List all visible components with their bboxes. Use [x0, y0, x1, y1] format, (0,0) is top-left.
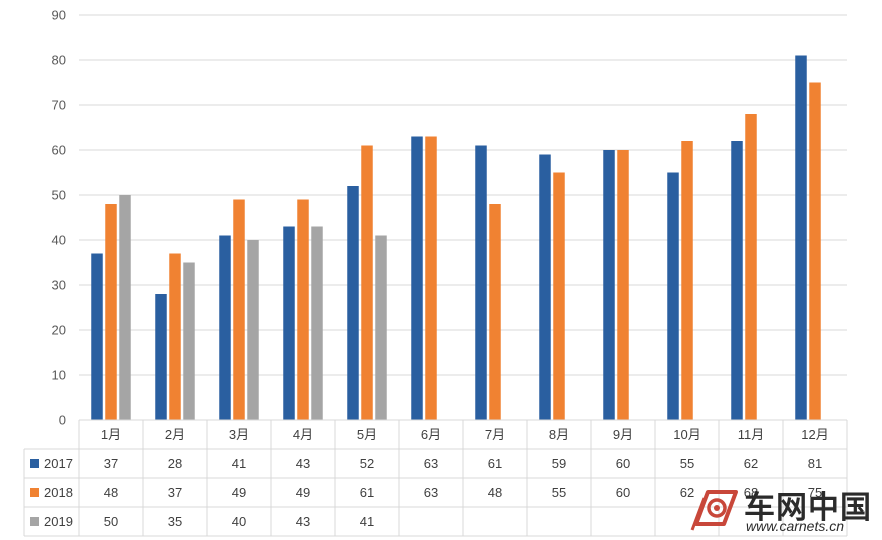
bars	[91, 55, 821, 420]
y-tick-label: 10	[52, 368, 66, 383]
watermark: 车网中国 www.carnets.cn	[690, 482, 880, 538]
bar-2017-10	[667, 172, 679, 420]
data-label: 37	[104, 456, 118, 471]
data-label: 68	[744, 485, 758, 500]
bar-2018-10	[681, 141, 693, 420]
data-label: 63	[424, 456, 438, 471]
x-tick-label: 7月	[485, 427, 505, 442]
legend-label: 2019	[44, 514, 73, 529]
data-label: 50	[104, 514, 118, 529]
y-tick-label: 30	[52, 278, 66, 293]
bar-2018-8	[553, 172, 565, 420]
data-label: 40	[232, 514, 246, 529]
bar-2018-1	[105, 204, 117, 420]
bar-2019-2	[183, 262, 195, 420]
data-label: 35	[168, 514, 182, 529]
data-label: 75	[808, 485, 822, 500]
x-tick-label: 5月	[357, 427, 377, 442]
bar-2017-2	[155, 294, 167, 420]
bar-2017-4	[283, 226, 295, 420]
x-tick-label: 9月	[613, 427, 633, 442]
carnets-logo-icon	[690, 490, 738, 531]
data-label: 55	[552, 485, 566, 500]
data-label: 41	[232, 456, 246, 471]
y-tick-label: 90	[52, 8, 66, 23]
data-label: 48	[104, 485, 118, 500]
data-label: 60	[616, 456, 630, 471]
legend-swatch-2018	[30, 488, 39, 497]
x-tick-label: 11月	[738, 427, 765, 442]
data-label: 41	[360, 514, 374, 529]
data-label: 55	[680, 456, 694, 471]
gridlines	[79, 14, 847, 421]
watermark-title: 车网中国	[744, 490, 872, 525]
y-tick-label: 40	[52, 233, 66, 248]
x-tick-label: 3月	[229, 427, 249, 442]
data-label: 48	[488, 485, 502, 500]
y-tick-label: 20	[52, 323, 66, 338]
x-tick-label: 4月	[293, 427, 313, 442]
bar-2018-6	[425, 136, 437, 420]
bar-2017-7	[475, 145, 487, 420]
y-tick-label: 50	[52, 188, 66, 203]
y-tick-label: 70	[52, 98, 66, 113]
y-tick-label: 80	[52, 53, 66, 68]
bar-2019-1	[119, 195, 131, 420]
legend-swatch-2019	[30, 517, 39, 526]
bar-2017-12	[795, 55, 807, 420]
bar-2019-5	[375, 235, 387, 420]
bar-2019-3	[247, 240, 259, 420]
bar-2018-7	[489, 204, 501, 420]
data-label: 43	[296, 456, 310, 471]
bar-2017-3	[219, 235, 231, 420]
y-axis-ticks: 0 10 20 30 40 50 60 70 80 90	[52, 8, 66, 428]
legend-label: 2017	[44, 456, 73, 471]
data-label: 62	[680, 485, 694, 500]
x-tick-label: 6月	[421, 427, 441, 442]
bar-2017-1	[91, 253, 103, 420]
bar-2018-4	[297, 199, 309, 420]
legend-swatch-2017	[30, 459, 39, 468]
x-tick-label: 10月	[673, 427, 700, 442]
legend-label: 2018	[44, 485, 73, 500]
data-label: 43	[296, 514, 310, 529]
data-label: 52	[360, 456, 374, 471]
watermark-url: www.carnets.cn	[746, 518, 845, 534]
bar-2017-9	[603, 150, 615, 420]
data-label: 59	[552, 456, 566, 471]
bar-2017-11	[731, 141, 743, 420]
data-label: 60	[616, 485, 630, 500]
data-label: 63	[424, 485, 438, 500]
bar-2017-5	[347, 186, 359, 420]
x-tick-label: 1月	[101, 427, 121, 442]
data-label: 49	[296, 485, 310, 500]
bar-2017-8	[539, 154, 551, 420]
data-label: 37	[168, 485, 182, 500]
data-label: 28	[168, 456, 182, 471]
bar-2018-9	[617, 150, 629, 420]
bar-2018-11	[745, 114, 757, 420]
data-label: 61	[360, 485, 374, 500]
bar-2017-6	[411, 136, 423, 420]
y-tick-label: 0	[59, 413, 66, 428]
bar-2018-3	[233, 199, 245, 420]
bar-2018-2	[169, 253, 181, 420]
x-tick-label: 2月	[165, 427, 185, 442]
data-label: 81	[808, 456, 822, 471]
bar-2019-4	[311, 226, 323, 420]
data-label: 62	[744, 456, 758, 471]
data-label: 61	[488, 456, 502, 471]
x-tick-label: 12月	[801, 427, 828, 442]
y-tick-label: 60	[52, 143, 66, 158]
bar-2018-5	[361, 145, 373, 420]
x-tick-label: 8月	[549, 427, 569, 442]
data-label: 49	[232, 485, 246, 500]
bar-2018-12	[809, 82, 821, 420]
